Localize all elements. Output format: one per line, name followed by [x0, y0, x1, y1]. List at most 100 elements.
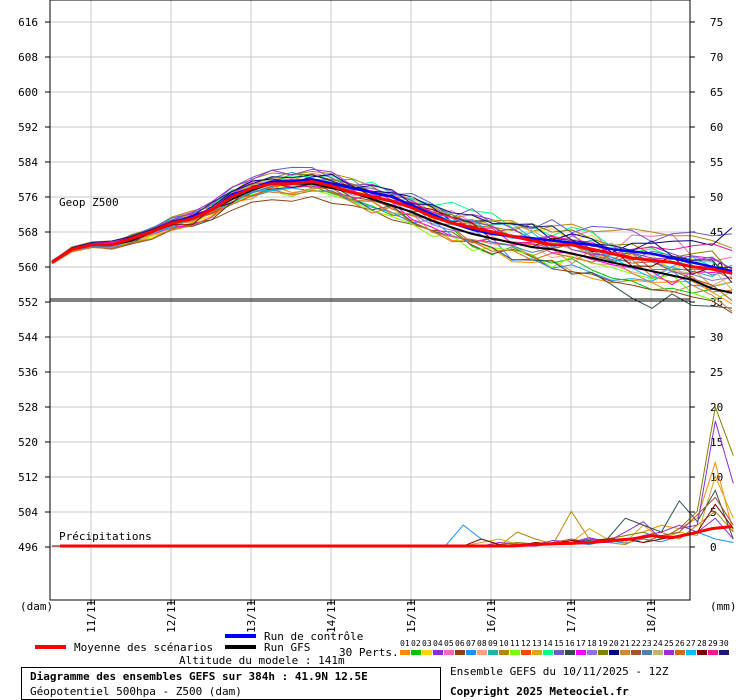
right-tick-label: 15	[710, 436, 723, 449]
right-tick-label: 75	[710, 16, 723, 29]
x-axis-ticks: 11/11 12/11 13/11 14/11 15/11 16/11 17/11 18/11	[85, 600, 658, 633]
member-swatch-10	[499, 650, 509, 655]
grid	[50, 0, 690, 600]
member-line-30	[51, 174, 733, 283]
left-tick-label: 600	[18, 86, 38, 99]
x-tick-label: 11/11	[85, 600, 98, 633]
geop-panel-label: Geop Z500	[59, 196, 119, 209]
member-swatch-25	[664, 650, 674, 655]
mean-line	[51, 179, 733, 275]
member-swatch-11	[510, 650, 520, 655]
member-swatch-28	[697, 650, 707, 655]
left-tick-label: 568	[18, 226, 38, 239]
member-number-12: 12	[521, 639, 531, 648]
member-number-22: 22	[631, 639, 641, 648]
member-number-27: 27	[686, 639, 696, 648]
member-swatch-01	[400, 650, 410, 655]
member-swatch-27	[686, 650, 696, 655]
right-tick-label: 50	[710, 191, 723, 204]
member-swatch-20	[609, 650, 619, 655]
left-unit-label: (dam)	[20, 600, 53, 613]
member-line-06	[51, 195, 733, 314]
member-number-23: 23	[642, 639, 652, 648]
member-number-07: 07	[466, 639, 476, 648]
member-swatch-06	[455, 650, 465, 655]
member-swatch-30	[719, 650, 729, 655]
member-swatch-16	[565, 650, 575, 655]
member-number-03: 03	[422, 639, 432, 648]
member-swatch-09	[488, 650, 498, 655]
member-number-08: 08	[477, 639, 487, 648]
right-tick-label: 30	[710, 331, 723, 344]
member-number-30: 30	[719, 639, 729, 648]
member-number-24: 24	[653, 639, 663, 648]
x-tick-label: 15/11	[405, 600, 418, 633]
member-swatch-08	[477, 650, 487, 655]
legend-mean-label: Moyenne des scénarios	[74, 641, 213, 654]
left-tick-label: 504	[18, 506, 38, 519]
left-tick-label: 584	[18, 156, 38, 169]
right-tick-label: 55	[710, 156, 723, 169]
legend-control-label: Run de contrôle	[264, 630, 363, 643]
member-swatch-23	[642, 650, 652, 655]
left-tick-label: 552	[18, 296, 38, 309]
member-swatch-26	[675, 650, 685, 655]
x-tick-label: 17/11	[565, 600, 578, 633]
left-tick-label: 528	[18, 401, 38, 414]
left-tick-label: 576	[18, 191, 38, 204]
member-swatch-14	[543, 650, 553, 655]
member-number-06: 06	[455, 639, 465, 648]
left-tick-label: 496	[18, 541, 38, 554]
chart-subtitle: Géopotentiel 500hpa - Z500 (dam)	[30, 685, 242, 698]
chart-title: Diagramme des ensembles GEFS sur 384h : …	[30, 670, 368, 683]
member-swatch-13	[532, 650, 542, 655]
x-tick-label: 12/11	[165, 600, 178, 633]
member-swatch-24	[653, 650, 663, 655]
x-tick-label: 18/11	[645, 600, 658, 633]
right-tick-label: 25	[710, 366, 723, 379]
run-label: Ensemble GEFS du 10/11/2025 - 12Z	[450, 665, 669, 678]
right-unit-label: (mm)	[710, 600, 737, 613]
member-number-28: 28	[697, 639, 707, 648]
legend-gfs-label: Run GFS	[264, 641, 310, 654]
member-swatch-05	[444, 650, 454, 655]
member-swatch-03	[422, 650, 432, 655]
member-number-02: 02	[411, 639, 421, 648]
member-number-01: 01	[400, 639, 410, 648]
member-number-19: 19	[598, 639, 608, 648]
altitude-label: Altitude du modele : 141m	[179, 654, 345, 667]
member-number-17: 17	[576, 639, 586, 648]
member-swatch-12	[521, 650, 531, 655]
member-swatch-15	[554, 650, 564, 655]
left-tick-label: 536	[18, 366, 38, 379]
member-swatch-07	[466, 650, 476, 655]
member-number-21: 21	[620, 639, 630, 648]
left-tick-label: 592	[18, 121, 38, 134]
member-number-09: 09	[488, 639, 498, 648]
member-swatch-17	[576, 650, 586, 655]
member-number-15: 15	[554, 639, 564, 648]
left-tick-label: 544	[18, 331, 38, 344]
right-tick-label: 60	[710, 121, 723, 134]
info-box: Diagramme des ensembles GEFS sur 384h : …	[21, 667, 441, 700]
left-tick-label: 616	[18, 16, 38, 29]
member-number-04: 04	[433, 639, 443, 648]
x-tick-label: 13/11	[245, 600, 258, 633]
member-swatch-18	[587, 650, 597, 655]
member-swatch-19	[598, 650, 608, 655]
left-tick-label: 512	[18, 471, 38, 484]
member-number-25: 25	[664, 639, 674, 648]
x-tick-label: 14/11	[325, 600, 338, 633]
member-swatch-02	[411, 650, 421, 655]
member-swatch-29	[708, 650, 718, 655]
member-number-05: 05	[444, 639, 454, 648]
member-legend: 01 02 03 04 05 06 07 08 09 10 11 12 13 14 15 16 17 18 19 20…	[400, 639, 729, 655]
precip-panel-label: Précipitations	[59, 530, 152, 543]
left-tick-label: 560	[18, 261, 38, 274]
right-tick-label: 0	[710, 541, 717, 554]
right-tick-label: 20	[710, 401, 723, 414]
member-number-13: 13	[532, 639, 542, 648]
precip-member-line	[52, 475, 734, 547]
left-axis-ticks: 616 608 600 592 584 576 568 560 552 544 536 528 520 5…	[18, 16, 50, 554]
